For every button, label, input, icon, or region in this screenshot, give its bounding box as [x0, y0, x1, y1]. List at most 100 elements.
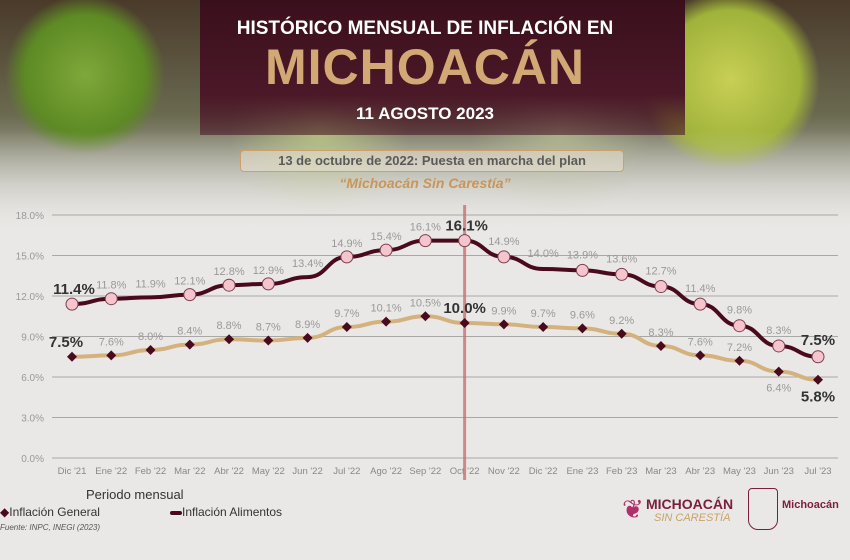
data-label-alimentos: 16.1%: [445, 218, 488, 235]
point-general: [67, 351, 77, 362]
corn-icon: ❦: [622, 494, 644, 524]
x-tick-label: May '23: [723, 466, 756, 477]
point-alimentos: [497, 250, 511, 264]
data-label-alimentos: 15.4%: [371, 231, 402, 243]
point-alimentos: [65, 297, 79, 311]
point-general: [224, 334, 235, 345]
point-general: [381, 316, 392, 327]
x-tick-label: Feb '23: [606, 466, 637, 477]
point-alimentos: [811, 350, 825, 364]
x-tick-label: Mar '22: [174, 466, 205, 477]
data-label-general: 9.9%: [491, 305, 516, 317]
point-alimentos: [104, 292, 118, 306]
x-tick-label: Feb '22: [135, 466, 166, 477]
point-general: [655, 340, 666, 351]
data-label-general: 9.2%: [609, 315, 634, 327]
diamond-icon: ◆: [0, 505, 10, 519]
point-general: [184, 339, 195, 350]
x-tick-label: May '22: [252, 466, 285, 477]
data-label-general: 8.0%: [138, 331, 163, 343]
data-label-alimentos: 11.8%: [96, 280, 127, 292]
y-tick-label: 15.0%: [16, 252, 44, 263]
point-alimentos: [732, 319, 746, 333]
point-alimentos: [615, 267, 629, 281]
header-panel: [200, 0, 685, 135]
x-tick-label: Jul '22: [333, 466, 360, 477]
title-line1: HISTÓRICO MENSUAL DE INFLACIÓN EN: [236, 18, 614, 39]
x-tick-label: Dic '22: [529, 466, 558, 477]
point-general: [538, 322, 549, 333]
data-label-general: 10.0%: [443, 300, 486, 317]
title-line2: MICHOACÁN: [264, 39, 586, 95]
point-general: [695, 350, 706, 361]
data-label-alimentos: 8.3%: [766, 325, 791, 337]
data-label-general: 10.5%: [410, 297, 441, 309]
michoacan-sin-carestia-logo: ❦ MICHOACÁN SIN CARESTÍA: [622, 494, 734, 524]
y-tick-label: 18.0%: [16, 211, 44, 222]
x-tick-label: Mar '23: [645, 466, 676, 477]
data-label-general: 8.7%: [256, 322, 281, 334]
data-label-general: 8.8%: [217, 320, 242, 332]
x-tick-label: Abr '23: [685, 466, 715, 477]
data-label-alimentos: 12.1%: [174, 276, 205, 288]
data-label-alimentos: 11.9%: [135, 278, 166, 290]
x-axis-title: Periodo mensual: [86, 487, 184, 502]
point-general: [341, 322, 352, 333]
data-label-alimentos: 12.7%: [645, 266, 676, 278]
data-label-general: 7.5%: [49, 334, 83, 351]
data-label-alimentos: 14.9%: [331, 238, 362, 250]
data-label-alimentos: 14.9%: [488, 236, 519, 248]
x-tick-label: Sep '22: [409, 466, 441, 477]
data-label-alimentos: 13.4%: [292, 258, 323, 270]
point-alimentos: [340, 250, 354, 264]
point-alimentos: [458, 234, 472, 248]
data-label-alimentos: 12.8%: [213, 266, 244, 278]
x-tick-label: Nov '22: [488, 466, 520, 477]
point-general: [106, 350, 117, 361]
y-tick-label: 6.0%: [21, 373, 44, 384]
data-label-alimentos: 12.9%: [253, 265, 284, 277]
x-tick-label: Ene '22: [95, 466, 127, 477]
michoacan-gov-logo: Michoacán: [782, 499, 839, 511]
data-label-general: 7.2%: [727, 342, 752, 354]
point-general: [577, 323, 588, 334]
data-label-alimentos: 13.6%: [606, 253, 637, 265]
data-label-general: 10.1%: [371, 303, 402, 315]
y-tick-label: 12.0%: [16, 292, 44, 303]
line-icon: [170, 510, 182, 515]
source-note: Fuente: INPC, INEGI (2023): [0, 523, 101, 532]
data-label-alimentos: 9.8%: [727, 305, 752, 317]
point-alimentos: [772, 339, 786, 353]
point-alimentos: [654, 280, 668, 294]
point-general: [263, 335, 274, 346]
data-label-alimentos: 11.4%: [53, 281, 95, 298]
point-general: [302, 332, 313, 343]
point-general: [145, 345, 156, 355]
x-tick-label: Ago '22: [370, 466, 402, 477]
data-label-general: 9.7%: [334, 308, 359, 320]
point-alimentos: [261, 277, 275, 291]
point-general: [813, 374, 823, 385]
point-alimentos: [379, 243, 393, 257]
x-tick-label: Jul '23: [804, 466, 831, 477]
x-tick-label: Jun '23: [764, 466, 794, 477]
data-label-general: 9.7%: [531, 308, 556, 320]
y-tick-label: 0.0%: [21, 454, 44, 465]
point-general: [459, 318, 470, 328]
coat-of-arms-icon: [748, 488, 778, 530]
data-label-general: 8.4%: [177, 326, 202, 338]
data-label-general: 8.3%: [648, 327, 673, 339]
data-label-alimentos: 7.5%: [801, 332, 835, 349]
title-date: 11 AGOSTO 2023: [356, 104, 494, 123]
annotation-plan-name: “Michoacán Sin Carestía”: [339, 175, 511, 191]
point-alimentos: [575, 263, 589, 277]
point-general: [773, 366, 784, 377]
x-tick-label: Jun '22: [292, 466, 322, 477]
data-label-general: 5.8%: [801, 389, 835, 406]
data-label-alimentos: 16.1%: [410, 222, 441, 234]
data-label-general: 8.9%: [295, 319, 320, 331]
x-tick-label: Ene '23: [566, 466, 598, 477]
legend-general: ◆Inflación General: [0, 505, 100, 519]
data-label-general: 9.6%: [570, 309, 595, 321]
point-alimentos: [693, 297, 707, 311]
